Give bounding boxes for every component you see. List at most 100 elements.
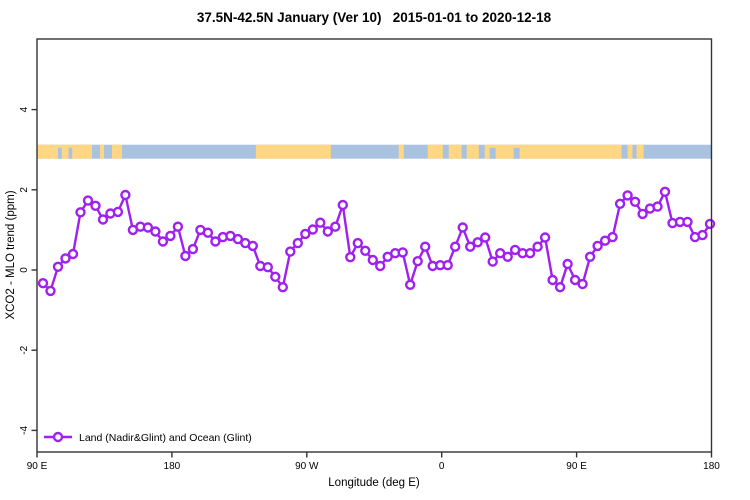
data-point	[652, 201, 663, 212]
data-point	[352, 237, 363, 249]
data-point	[524, 247, 536, 259]
data-point	[307, 224, 318, 235]
data-point	[270, 271, 281, 282]
plot-frame	[36, 38, 713, 453]
land-ocean-map-strip	[37, 144, 711, 159]
data-point	[554, 282, 566, 293]
data-point	[607, 231, 618, 243]
data-point	[345, 252, 356, 263]
data-point	[247, 240, 259, 252]
data-point	[60, 253, 71, 264]
y-axis-title: XCO2 - MLO trend (ppm)	[5, 190, 17, 319]
data-point	[420, 241, 431, 252]
data-point	[697, 229, 708, 241]
data-point	[120, 189, 131, 201]
data-series	[37, 186, 716, 297]
data-point	[82, 195, 94, 206]
legend-label: Land (Nadir&Glint) and Ocean (Glint)	[79, 432, 252, 444]
data-point	[472, 237, 483, 248]
data-point	[704, 218, 716, 230]
land-segment	[627, 144, 633, 159]
data-point	[292, 237, 303, 249]
data-point	[277, 282, 288, 293]
land-segment	[37, 144, 93, 159]
data-point	[465, 241, 476, 252]
data-point	[165, 230, 176, 242]
data-point	[637, 208, 648, 220]
legend-marker-icon	[52, 431, 64, 443]
data-point	[300, 228, 311, 240]
data-point	[569, 274, 581, 286]
x-tick-label: 90 E	[566, 461, 587, 472]
data-point	[547, 274, 558, 286]
y-tick-label: 0	[19, 267, 30, 273]
land-segment	[111, 144, 122, 159]
ocean-patch	[513, 147, 520, 159]
data-point	[337, 199, 348, 211]
data-point	[90, 200, 101, 212]
land-segment	[255, 144, 331, 159]
data-point	[180, 250, 191, 262]
ocean-patch	[68, 147, 73, 159]
data-point	[112, 206, 124, 218]
x-tick-label: 180	[164, 461, 181, 472]
data-point	[457, 222, 468, 233]
data-point	[45, 285, 56, 297]
data-point	[487, 256, 498, 267]
y-tick-label: -4	[19, 426, 30, 435]
data-point	[562, 258, 573, 270]
data-point	[172, 221, 184, 232]
data-point	[67, 248, 79, 260]
x-tick-label: 90 E	[27, 461, 48, 472]
data-point	[539, 232, 551, 243]
data-point	[150, 226, 161, 237]
page-title: 37.5N-42.5N January (Ver 10) 2015-01-01 …	[197, 10, 552, 25]
data-point	[367, 254, 378, 266]
data-point	[659, 186, 671, 198]
ocean-patch	[57, 147, 62, 159]
data-point	[262, 262, 273, 273]
land-segment	[427, 144, 443, 159]
x-axis-title: Longitude (deg E)	[328, 477, 420, 489]
x-tick-label: 180	[703, 461, 720, 472]
data-point	[614, 198, 626, 210]
data-point	[375, 260, 386, 272]
y-tick-label: 2	[19, 187, 30, 193]
data-point	[360, 245, 371, 257]
data-point	[75, 207, 86, 218]
data-point	[442, 260, 453, 271]
x-tick-label: 90 W	[295, 461, 319, 472]
data-point	[622, 190, 633, 201]
land-segment	[398, 144, 404, 159]
data-point	[584, 251, 596, 262]
x-tick-label: 0	[439, 461, 445, 472]
data-point	[157, 236, 169, 247]
data-point	[202, 227, 214, 238]
land-segment	[636, 144, 644, 159]
data-point	[502, 251, 513, 262]
data-point	[52, 261, 64, 272]
land-segment	[466, 144, 479, 159]
data-point	[480, 232, 491, 243]
y-tick-label: 4	[19, 106, 30, 112]
data-point	[285, 246, 296, 257]
ocean-patch	[489, 147, 496, 159]
data-point	[682, 216, 693, 228]
data-point	[450, 241, 461, 252]
data-point	[322, 226, 333, 237]
data-point	[187, 243, 199, 255]
data-point	[577, 278, 588, 290]
data-point	[37, 278, 49, 289]
data-point	[210, 236, 221, 247]
data-point	[592, 240, 603, 252]
y-tick-label: -2	[19, 345, 30, 354]
land-segment	[484, 144, 622, 159]
data-point	[629, 196, 641, 208]
axis-ticks: 90 E 180 90 W 0 90 E 180 4 2 0 -2 -4	[19, 106, 720, 472]
data-point	[532, 241, 543, 252]
data-point	[330, 221, 341, 232]
data-point	[315, 217, 326, 228]
data-point	[232, 233, 244, 245]
